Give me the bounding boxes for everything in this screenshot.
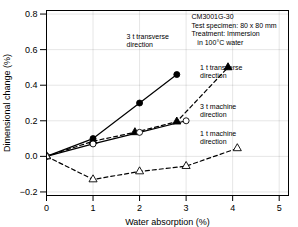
svg-text:1 t transversedirection: 1 t transversedirection — [200, 64, 243, 79]
svg-text:5: 5 — [277, 203, 282, 213]
svg-text:Water absorption (%): Water absorption (%) — [125, 217, 210, 227]
svg-text:0.0: 0.0 — [25, 151, 38, 161]
svg-text:1 t machinedirection: 1 t machinedirection — [200, 130, 236, 145]
svg-text:CM3001G-30Test specimen: 80 x: CM3001G-30Test specimen: 80 x 80 mmTreat… — [192, 13, 277, 45]
svg-text:3: 3 — [184, 203, 189, 213]
svg-text:−0.2: −0.2 — [20, 187, 38, 197]
svg-text:3 t transversedirection: 3 t transversedirection — [127, 33, 170, 48]
svg-text:Dimensional change (%): Dimensional change (%) — [2, 54, 12, 152]
svg-text:3 t machinedirection: 3 t machinedirection — [200, 103, 236, 118]
svg-text:0: 0 — [44, 203, 49, 213]
svg-text:0.4: 0.4 — [25, 80, 38, 90]
svg-text:0.2: 0.2 — [25, 116, 38, 126]
svg-text:1: 1 — [91, 203, 96, 213]
svg-text:2: 2 — [137, 203, 142, 213]
svg-text:4: 4 — [230, 203, 235, 213]
svg-text:0.8: 0.8 — [25, 9, 38, 19]
svg-text:0.6: 0.6 — [25, 45, 38, 55]
